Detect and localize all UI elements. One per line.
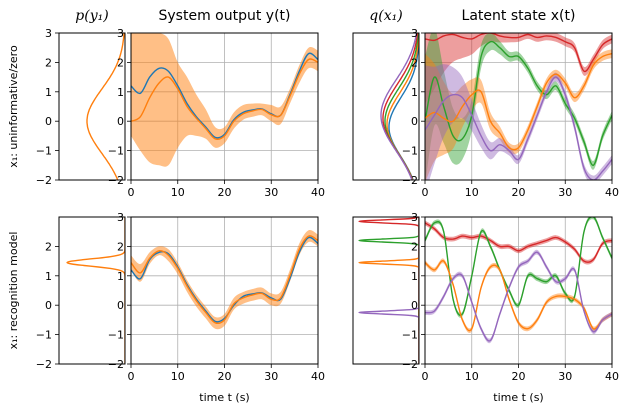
row2-latent-series-line-0 — [425, 222, 612, 263]
row2-output-uncertainty-band — [131, 229, 318, 330]
row2-prior-ytick-label: 2 — [45, 240, 52, 253]
row2-output-ytick-label: 2 — [117, 240, 124, 253]
row1-init-frame — [352, 32, 420, 181]
row2-latent-xtick-label: 10 — [465, 370, 479, 383]
row2-output-grid — [131, 217, 318, 364]
row2-output-xtick-label: 20 — [218, 370, 232, 383]
row1-latent-series-line-3 — [425, 76, 612, 180]
row1-latent-xtick-label: 40 — [605, 186, 619, 199]
row1-output-ytick-label: −2 — [108, 174, 124, 187]
row2-latent-xtick-label: 40 — [605, 370, 619, 383]
row2-latent-series-band-3 — [425, 249, 612, 344]
row1-latent-series-line-2 — [425, 52, 612, 151]
row2-output-ytick-label: 0 — [117, 299, 124, 312]
row1-latent-xtick-label: 30 — [558, 186, 572, 199]
row1-latent-series-line-1 — [425, 40, 612, 167]
row2-output-xtick-label: 0 — [128, 370, 135, 383]
row2-latent-series-line-3 — [425, 251, 612, 342]
row1-prior-ytick-label: 0 — [45, 115, 52, 128]
row1-latent-ytick-label: −1 — [402, 145, 418, 158]
row1-output-xtick-label: 20 — [218, 186, 232, 199]
row1-output-ytick-label: 0 — [117, 115, 124, 128]
row2-output-xtick-label: 40 — [311, 370, 325, 383]
row2-latent-series-line-1 — [425, 217, 612, 316]
xlabel-output: time t (s) — [199, 391, 249, 404]
title-latent: Latent state x(t) — [462, 8, 576, 24]
row1-output-xtick-label: 10 — [171, 186, 185, 199]
row2-prior-frame — [58, 216, 126, 365]
row2-prior-ytick-label: −2 — [36, 358, 52, 371]
row2-prior-ytick-label: 0 — [45, 299, 52, 312]
row2-latent-xtick-label: 20 — [512, 370, 526, 383]
row1-output-series-line-1 — [131, 58, 318, 141]
row2-output-ytick-label: −1 — [108, 329, 124, 342]
row2-output-ytick-label: −2 — [108, 358, 124, 371]
row2-output-ytick-label: 1 — [117, 270, 124, 283]
row1-prior-density — [86, 33, 125, 180]
row1-latent-ytick-label: 2 — [411, 56, 418, 69]
row-label-1: x₁: uninformative/zero — [7, 45, 20, 168]
row2-output-series-line-0 — [131, 236, 318, 323]
row1-init-density-1 — [386, 33, 419, 180]
row2-output-series-line-1 — [131, 235, 318, 325]
row1-output-ytick-label: 1 — [117, 86, 124, 99]
row1-init-density-4 — [380, 33, 418, 180]
row1-latent-series-line-0 — [425, 33, 612, 73]
row1-latent-xtick-label: 0 — [422, 186, 429, 199]
row2-latent-ytick-label: −2 — [402, 358, 418, 371]
row2-latent-ytick-label: 0 — [411, 299, 418, 312]
row1-prior-ytick-label: 1 — [45, 86, 52, 99]
row1-latent-grid — [425, 33, 612, 180]
title-prior: p(y₁) — [75, 8, 108, 24]
row1-output-xtick-label: 30 — [264, 186, 278, 199]
row2-latent-xtick-label: 0 — [422, 370, 429, 383]
row1-prior-frame — [58, 32, 126, 181]
row2-init-frame — [352, 216, 420, 365]
row1-prior-ytick-label: −2 — [36, 174, 52, 187]
row1-latent-ytick-label: −2 — [402, 174, 418, 187]
row1-prior-ytick-label: 3 — [45, 27, 52, 40]
row1-output-ytick-label: 3 — [117, 27, 124, 40]
row2-output-ytick-label: 3 — [117, 211, 124, 224]
row-label-2: x₁: recognition model — [7, 232, 20, 350]
row2-latent-ytick-label: 1 — [411, 270, 418, 283]
row2-init-density-1 — [358, 217, 419, 364]
row1-latent-ytick-label: 1 — [411, 86, 418, 99]
row1-latent-series-band-0 — [425, 33, 612, 104]
row2-latent-grid — [425, 217, 612, 364]
row2-output-xtick-label: 10 — [171, 370, 185, 383]
row2-latent-series-line-2 — [425, 260, 612, 332]
row1-output-ytick-label: −1 — [108, 145, 124, 158]
row1-prior-ytick-label: 2 — [45, 56, 52, 69]
row2-prior-ytick-label: 1 — [45, 270, 52, 283]
title-output: System output y(t) — [159, 8, 291, 24]
row2-latent-xtick-label: 30 — [558, 370, 572, 383]
row2-latent-ytick-label: −1 — [402, 329, 418, 342]
row2-latent-ytick-label: 3 — [411, 211, 418, 224]
row1-prior-ytick-label: −1 — [36, 145, 52, 158]
row1-latent-ytick-label: 0 — [411, 115, 418, 128]
row1-output-uncertainty-band — [131, 33, 318, 167]
row2-prior-ytick-label: −1 — [36, 329, 52, 342]
row2-output-xtick-label: 30 — [264, 370, 278, 383]
row2-latent-ytick-label: 2 — [411, 240, 418, 253]
row1-output-xtick-label: 40 — [311, 186, 325, 199]
row1-latent-ytick-label: 3 — [411, 27, 418, 40]
row1-output-ytick-label: 2 — [117, 56, 124, 69]
row1-latent-xtick-label: 20 — [512, 186, 526, 199]
xlabel-latent: time t (s) — [493, 391, 543, 404]
row2-prior-density — [66, 217, 125, 364]
row1-latent-xtick-label: 10 — [465, 186, 479, 199]
row1-output-xtick-label: 0 — [128, 186, 135, 199]
title-init: q(x₁) — [369, 8, 402, 24]
